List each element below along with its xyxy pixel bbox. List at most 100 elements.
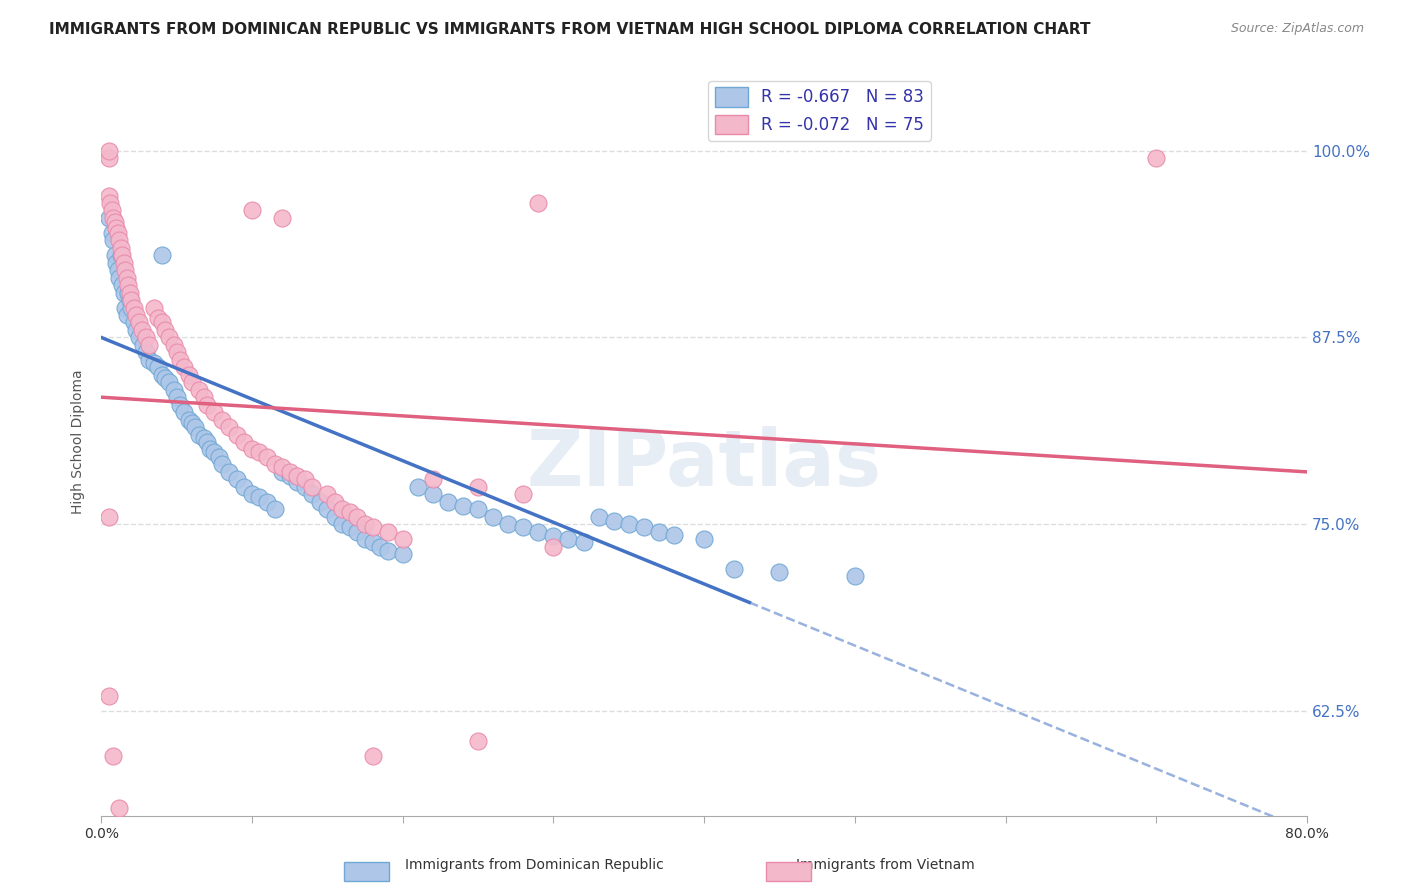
- Point: [131, 323, 153, 337]
- Point: [193, 431, 215, 445]
- Point: [162, 338, 184, 352]
- Point: [693, 532, 716, 546]
- Point: [125, 323, 148, 337]
- Text: Immigrants from Vietnam: Immigrants from Vietnam: [796, 858, 976, 872]
- Point: [768, 565, 790, 579]
- Point: [148, 311, 170, 326]
- Point: [111, 248, 134, 262]
- Point: [120, 293, 142, 307]
- Point: [107, 263, 129, 277]
- Point: [173, 360, 195, 375]
- Point: [527, 524, 550, 539]
- Point: [240, 487, 263, 501]
- Text: Source: ZipAtlas.com: Source: ZipAtlas.com: [1230, 22, 1364, 36]
- Point: [177, 412, 200, 426]
- Point: [150, 316, 173, 330]
- Point: [354, 517, 377, 532]
- Point: [496, 517, 519, 532]
- Point: [110, 241, 132, 255]
- Point: [100, 203, 122, 218]
- Point: [406, 480, 429, 494]
- Point: [316, 502, 339, 516]
- Point: [285, 469, 308, 483]
- Legend: R = -0.667   N = 83, R = -0.072   N = 75: R = -0.667 N = 83, R = -0.072 N = 75: [709, 80, 931, 141]
- Point: [118, 293, 141, 307]
- Point: [97, 689, 120, 703]
- Point: [648, 524, 671, 539]
- Point: [115, 308, 138, 322]
- Point: [108, 270, 131, 285]
- Text: ZIPatlas: ZIPatlas: [527, 426, 882, 502]
- Point: [451, 500, 474, 514]
- Point: [233, 435, 256, 450]
- Point: [153, 371, 176, 385]
- Point: [208, 450, 231, 464]
- Point: [177, 368, 200, 382]
- Point: [249, 491, 271, 505]
- Point: [512, 487, 534, 501]
- Point: [240, 203, 263, 218]
- Point: [117, 278, 139, 293]
- Point: [572, 535, 595, 549]
- Point: [225, 427, 247, 442]
- Point: [391, 532, 413, 546]
- Point: [97, 211, 120, 225]
- Point: [332, 517, 354, 532]
- Point: [354, 532, 377, 546]
- Point: [143, 301, 166, 315]
- Point: [162, 383, 184, 397]
- Point: [377, 544, 399, 558]
- Point: [844, 569, 866, 583]
- Point: [114, 263, 136, 277]
- Point: [98, 196, 121, 211]
- Point: [361, 520, 384, 534]
- Point: [422, 487, 444, 501]
- Point: [271, 460, 294, 475]
- Point: [467, 734, 489, 748]
- Point: [361, 748, 384, 763]
- Point: [114, 301, 136, 315]
- Point: [467, 502, 489, 516]
- Text: Immigrants from Dominican Republic: Immigrants from Dominican Republic: [405, 858, 664, 872]
- Point: [112, 256, 135, 270]
- Point: [602, 514, 624, 528]
- Point: [263, 502, 285, 516]
- Point: [180, 416, 202, 430]
- Point: [368, 540, 391, 554]
- Point: [225, 472, 247, 486]
- Point: [588, 509, 610, 524]
- Point: [138, 338, 160, 352]
- Point: [135, 330, 157, 344]
- Point: [332, 502, 354, 516]
- Point: [103, 211, 125, 225]
- Point: [183, 420, 205, 434]
- Point: [198, 442, 221, 457]
- Point: [118, 285, 141, 300]
- Point: [422, 472, 444, 486]
- Point: [124, 316, 146, 330]
- Point: [166, 390, 188, 404]
- Point: [195, 398, 218, 412]
- Point: [107, 226, 129, 240]
- Point: [256, 450, 278, 464]
- Point: [285, 475, 308, 490]
- Point: [316, 487, 339, 501]
- Point: [211, 458, 233, 472]
- Point: [125, 308, 148, 322]
- Point: [339, 520, 361, 534]
- Point: [97, 151, 120, 165]
- Point: [111, 278, 134, 293]
- Point: [104, 215, 127, 229]
- Text: IMMIGRANTS FROM DOMINICAN REPUBLIC VS IMMIGRANTS FROM VIETNAM HIGH SCHOOL DIPLOM: IMMIGRANTS FROM DOMINICAN REPUBLIC VS IM…: [49, 22, 1091, 37]
- Point: [173, 405, 195, 419]
- Point: [377, 524, 399, 539]
- Point: [211, 412, 233, 426]
- Point: [482, 509, 505, 524]
- Point: [103, 233, 125, 247]
- Point: [195, 435, 218, 450]
- Point: [150, 368, 173, 382]
- Point: [105, 221, 128, 235]
- Point: [143, 356, 166, 370]
- Point: [202, 405, 225, 419]
- Point: [278, 465, 301, 479]
